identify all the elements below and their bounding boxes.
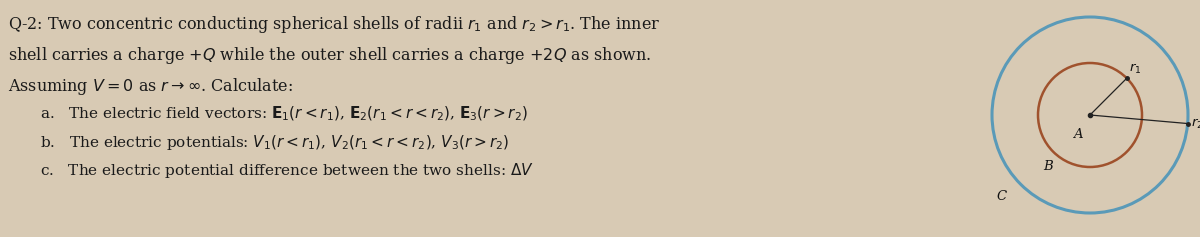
Text: Q-2: Two concentric conducting spherical shells of radii $r_1$ and $r_2 > r_1$. : Q-2: Two concentric conducting spherical…: [8, 14, 660, 35]
Text: B: B: [1043, 160, 1052, 173]
Text: b.   The electric potentials: $V_1(r < r_1)$, $V_2(r_1 < r < r_2)$, $V_3(r > r_2: b. The electric potentials: $V_1(r < r_1…: [40, 133, 509, 152]
Text: A: A: [1073, 128, 1082, 141]
Text: shell carries a charge $+Q$ while the outer shell carries a charge $+2Q$ as show: shell carries a charge $+Q$ while the ou…: [8, 45, 652, 66]
Text: $r_1$: $r_1$: [1129, 62, 1141, 76]
Text: Assuming $V = 0$ as $r \rightarrow \infty$. Calculate:: Assuming $V = 0$ as $r \rightarrow \inft…: [8, 76, 293, 97]
Circle shape: [1038, 63, 1142, 167]
Text: a.   The electric field vectors: $\mathbf{E}_1(r < r_1)$, $\mathbf{E}_2(r_1 < r : a. The electric field vectors: $\mathbf{…: [40, 105, 528, 123]
Circle shape: [992, 17, 1188, 213]
Text: $r_2$: $r_2$: [1190, 117, 1200, 131]
Text: C: C: [997, 191, 1007, 204]
Text: c.   The electric potential difference between the two shells: $\Delta V$: c. The electric potential difference bet…: [40, 161, 534, 180]
